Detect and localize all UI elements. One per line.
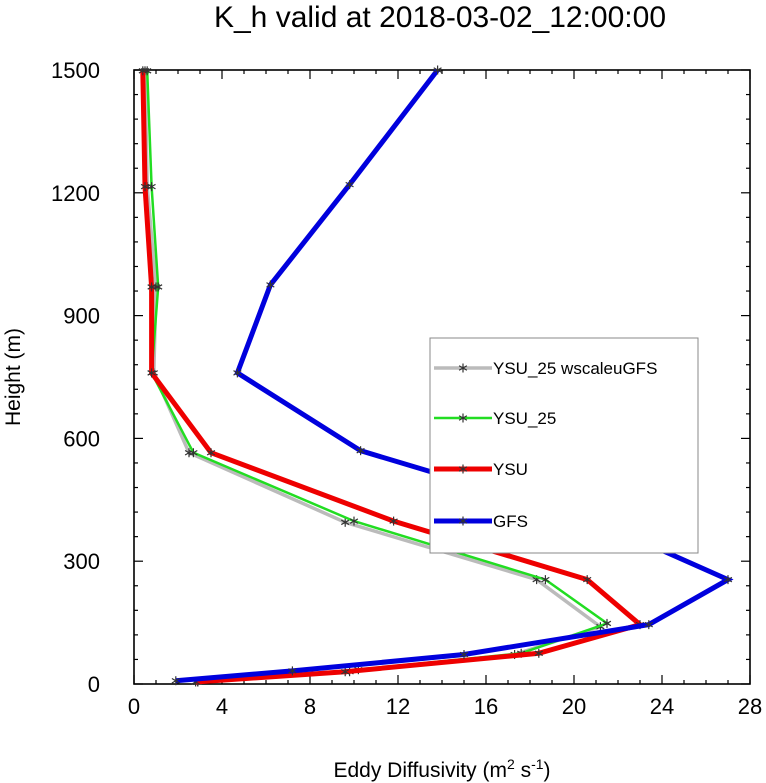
y-tick-label: 300 — [63, 549, 100, 574]
data-point — [433, 65, 442, 75]
data-point — [138, 66, 147, 76]
y-tick-label: 1500 — [51, 58, 100, 83]
legend-label: YSU — [493, 460, 528, 479]
x-tick-label: 24 — [650, 694, 674, 719]
legend-items: YSU_25 wscaleuGFS YSU_25 YSU GFS — [434, 359, 657, 531]
data-point — [459, 650, 469, 660]
data-point — [171, 676, 180, 686]
legend: YSU_25 wscaleuGFS YSU_25 YSU GFS — [429, 337, 699, 554]
data-point — [602, 618, 612, 628]
data-point — [341, 667, 350, 677]
data-point — [341, 517, 350, 527]
data-point — [345, 180, 354, 190]
data-point — [541, 575, 550, 585]
data-point — [389, 516, 398, 526]
legend-marker — [458, 516, 468, 526]
legend-marker — [458, 413, 468, 423]
data-point — [356, 446, 365, 456]
axis-ticks: 0 4 8 12 16 20 24 28 0 300 600 900 1200 1500 — [51, 58, 762, 719]
x-tick-label: 16 — [474, 694, 498, 719]
data-point — [644, 620, 653, 630]
data-point — [349, 516, 359, 526]
data-point — [147, 182, 156, 192]
x-axis-label-prefix: Eddy Diffusivity (m — [333, 759, 507, 782]
data-point — [206, 448, 216, 458]
legend-box — [429, 337, 699, 554]
y-tick-label: 0 — [88, 672, 100, 697]
x-axis-label: Eddy Diffusivity (m2 s-1) — [333, 756, 550, 782]
x-tick-label: 28 — [738, 694, 762, 719]
data-point — [266, 280, 275, 290]
data-point — [147, 282, 156, 292]
legend-label: GFS — [493, 512, 528, 531]
x-axis-label-sup1: 2 — [507, 756, 515, 772]
x-axis-label-mid: s — [515, 759, 531, 782]
x-axis-label-suffix: ) — [544, 759, 551, 782]
data-point — [154, 282, 163, 292]
legend-label: YSU_25 wscaleuGFS — [493, 359, 657, 378]
legend-item: YSU_25 — [434, 409, 556, 428]
y-tick-label: 1200 — [51, 181, 100, 206]
data-point — [288, 666, 297, 676]
legend-label: YSU_25 — [493, 409, 556, 428]
data-point — [534, 648, 543, 658]
data-point — [583, 575, 592, 585]
x-tick-label: 0 — [128, 694, 140, 719]
legend-marker — [458, 464, 468, 474]
data-point — [189, 448, 198, 458]
legend-item: GFS — [434, 512, 528, 531]
x-tick-label: 20 — [562, 694, 586, 719]
x-tick-label: 8 — [304, 694, 316, 719]
data-point — [140, 182, 150, 192]
legend-marker — [458, 363, 468, 373]
y-tick-label: 900 — [63, 304, 100, 329]
series-ysu — [138, 66, 646, 687]
legend-item: YSU — [434, 460, 528, 479]
x-axis-label-sup2: -1 — [531, 756, 544, 772]
legend-item: YSU_25 wscaleuGFS — [434, 359, 657, 378]
data-point — [147, 368, 156, 378]
chart-title: K_h valid at 2018-03-02_12:00:00 — [214, 1, 666, 34]
x-tick-label: 4 — [216, 694, 228, 719]
data-point — [233, 368, 242, 378]
y-tick-label: 600 — [63, 426, 100, 451]
x-tick-label: 12 — [386, 694, 410, 719]
data-point — [723, 575, 733, 585]
y-axis-label: Height (m) — [2, 328, 25, 426]
